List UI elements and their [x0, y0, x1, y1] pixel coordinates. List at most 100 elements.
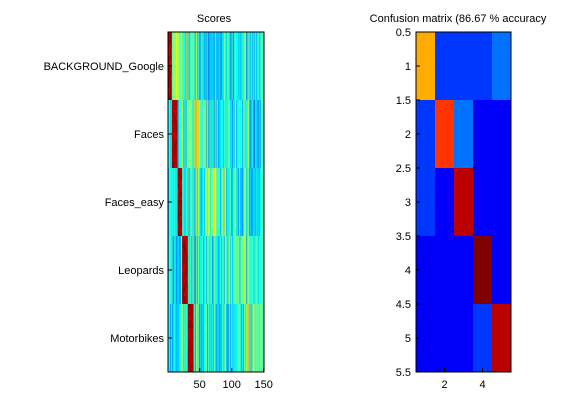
- score-cell: [247, 84, 249, 89]
- score-cell: [215, 108, 217, 113]
- score-cell: [169, 68, 171, 73]
- score-cell: [219, 116, 221, 121]
- score-cell: [192, 120, 194, 125]
- score-cell: [221, 44, 223, 49]
- score-cell: [175, 104, 177, 109]
- score-cell: [206, 112, 208, 117]
- score-cell: [182, 84, 184, 89]
- score-cell: [171, 84, 173, 89]
- score-cell: [176, 88, 178, 93]
- score-cell: [253, 160, 255, 165]
- score-cell: [200, 84, 202, 89]
- score-cell: [198, 68, 200, 73]
- score-cell: [260, 160, 262, 165]
- score-cell: [255, 96, 257, 101]
- score-cell: [240, 100, 242, 105]
- score-cell: [191, 44, 193, 49]
- score-cell: [173, 108, 175, 113]
- score-cell: [201, 80, 203, 85]
- score-cell: [219, 88, 221, 93]
- score-cell: [262, 100, 264, 105]
- score-cell: [203, 108, 205, 113]
- score-cell: [254, 120, 256, 125]
- score-cell: [222, 140, 224, 145]
- score-cell: [196, 88, 198, 93]
- score-cell: [201, 60, 203, 65]
- score-cell: [229, 36, 231, 41]
- score-cell: [200, 32, 202, 37]
- score-cell: [203, 104, 205, 109]
- score-cell: [238, 132, 240, 137]
- score-cell: [246, 56, 248, 61]
- score-cell: [170, 88, 172, 93]
- score-cell: [206, 40, 208, 45]
- score-cell: [198, 160, 200, 165]
- score-cell: [183, 48, 185, 53]
- score-cell: [177, 44, 179, 49]
- score-cell: [189, 80, 191, 85]
- score-cell: [234, 76, 236, 81]
- score-cell: [191, 128, 193, 133]
- score-cell: [198, 48, 200, 53]
- score-cell: [191, 56, 193, 61]
- score-cell: [255, 60, 257, 65]
- score-cell: [214, 80, 216, 85]
- score-cell: [192, 124, 194, 129]
- score-cell: [185, 136, 187, 141]
- score-cell: [253, 100, 255, 105]
- score-cell: [239, 108, 241, 113]
- score-cell: [253, 44, 255, 49]
- score-cell: [205, 40, 207, 45]
- score-cell: [169, 164, 171, 169]
- score-cell: [241, 100, 243, 105]
- score-cell: [200, 64, 202, 69]
- score-cell: [179, 52, 181, 57]
- score-cell: [257, 64, 259, 69]
- score-cell: [174, 36, 176, 41]
- score-cell: [203, 52, 205, 57]
- score-cell: [193, 96, 195, 101]
- score-cell: [199, 76, 201, 81]
- score-cell: [195, 104, 197, 109]
- score-cell: [251, 160, 253, 165]
- score-cell: [246, 36, 248, 41]
- score-cell: [242, 148, 244, 153]
- score-cell: [180, 164, 182, 169]
- score-cell: [259, 40, 261, 45]
- score-cell: [251, 104, 253, 109]
- score-cell: [246, 120, 248, 125]
- score-cell: [184, 40, 186, 45]
- score-cell: [206, 156, 208, 161]
- score-cell: [197, 32, 199, 37]
- score-cell: [235, 32, 237, 37]
- score-cell: [245, 80, 247, 85]
- score-cell: [190, 96, 192, 101]
- score-cell: [239, 80, 241, 85]
- score-cell: [180, 32, 182, 37]
- score-cell: [242, 136, 244, 141]
- score-cell: [168, 152, 170, 157]
- score-cell: [249, 96, 251, 101]
- score-cell: [232, 68, 234, 73]
- score-cell: [200, 152, 202, 157]
- score-cell: [242, 100, 244, 105]
- score-cell: [234, 104, 236, 109]
- score-cell: [185, 116, 187, 121]
- score-cell: [252, 104, 254, 109]
- score-cell: [226, 40, 228, 45]
- score-cell: [205, 80, 207, 85]
- score-cell: [216, 40, 218, 45]
- score-cell: [186, 120, 188, 125]
- score-cell: [203, 56, 205, 61]
- score-cell: [256, 132, 258, 137]
- score-cell: [182, 48, 184, 53]
- score-cell: [191, 80, 193, 85]
- score-cell: [216, 68, 218, 73]
- score-cell: [215, 68, 217, 73]
- score-cell: [245, 40, 247, 45]
- score-cell: [238, 84, 240, 89]
- score-cell: [231, 116, 233, 121]
- score-cell: [210, 144, 212, 149]
- score-cell: [173, 120, 175, 125]
- score-cell: [193, 64, 195, 69]
